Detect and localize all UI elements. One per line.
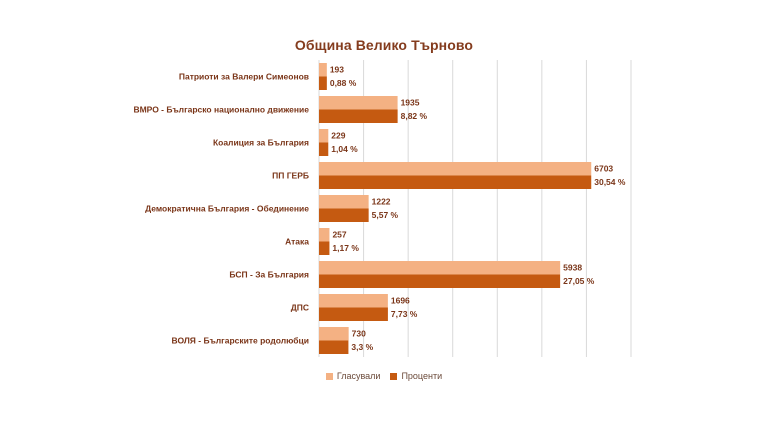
data-label-percent: 8,82 %	[401, 111, 428, 121]
data-label-percent: 30,54 %	[594, 177, 626, 187]
bar-votes	[319, 162, 592, 176]
legend-swatch-percent	[390, 372, 398, 380]
bar-percent	[319, 109, 398, 123]
bar-votes	[319, 96, 398, 110]
data-label-votes: 1696	[391, 296, 410, 306]
bar-percent	[319, 142, 329, 156]
chart-title: Община Велико Търново	[294, 37, 474, 53]
bar-percent	[319, 307, 388, 321]
bar-percent	[319, 76, 327, 90]
data-label-votes: 6703	[594, 164, 613, 174]
bar-percent	[319, 274, 561, 288]
chart-legend: Гласували Проценти	[0, 371, 768, 381]
data-label-votes: 193	[330, 65, 344, 75]
data-label-percent: 0,88 %	[330, 78, 357, 88]
legend-label-percent: Проценти	[401, 371, 443, 381]
data-label-percent: 3,3 %	[351, 342, 373, 352]
data-label-votes: 257	[332, 230, 346, 240]
category-label: ДПС	[291, 303, 309, 313]
data-label-votes: 1222	[372, 197, 391, 207]
data-label-votes: 1935	[401, 98, 420, 108]
data-label-votes: 730	[352, 329, 366, 339]
category-label: ПП ГЕРБ	[272, 171, 309, 181]
data-label-percent: 5,57 %	[372, 210, 399, 220]
bar-votes	[319, 129, 329, 143]
legend-item-votes: Гласували	[325, 371, 381, 381]
bar-percent	[319, 208, 369, 222]
category-label: БСП - За България	[229, 270, 309, 280]
legend-swatch-votes	[325, 372, 333, 380]
category-label: Патриоти за Валери Симеонов	[179, 72, 309, 82]
bar-votes	[319, 63, 327, 77]
bar-votes	[319, 294, 388, 308]
bar-percent	[319, 340, 349, 354]
category-label: Коалиция за България	[213, 138, 309, 148]
category-label: Атака	[285, 237, 309, 247]
category-label: Демократична България - Обединение	[145, 204, 309, 214]
bar-percent	[319, 241, 330, 255]
data-label-percent: 7,73 %	[391, 309, 418, 319]
bar-votes	[319, 195, 369, 209]
data-label-percent: 27,05 %	[563, 276, 595, 286]
category-label: ВОЛЯ - Българските родолюбци	[172, 336, 309, 346]
data-label-percent: 1,17 %	[332, 243, 359, 253]
data-label-votes: 5938	[563, 263, 582, 273]
category-label: ВМРО - Българско национално движение	[133, 105, 309, 115]
bar-percent	[319, 175, 592, 189]
data-label-votes: 229	[331, 131, 345, 141]
bar-votes	[319, 261, 561, 275]
legend-label-votes: Гласували	[336, 371, 381, 381]
bar-votes	[319, 228, 330, 242]
bar-votes	[319, 327, 349, 341]
legend-item-percent: Проценти	[390, 371, 442, 381]
data-label-percent: 1,04 %	[331, 144, 358, 154]
